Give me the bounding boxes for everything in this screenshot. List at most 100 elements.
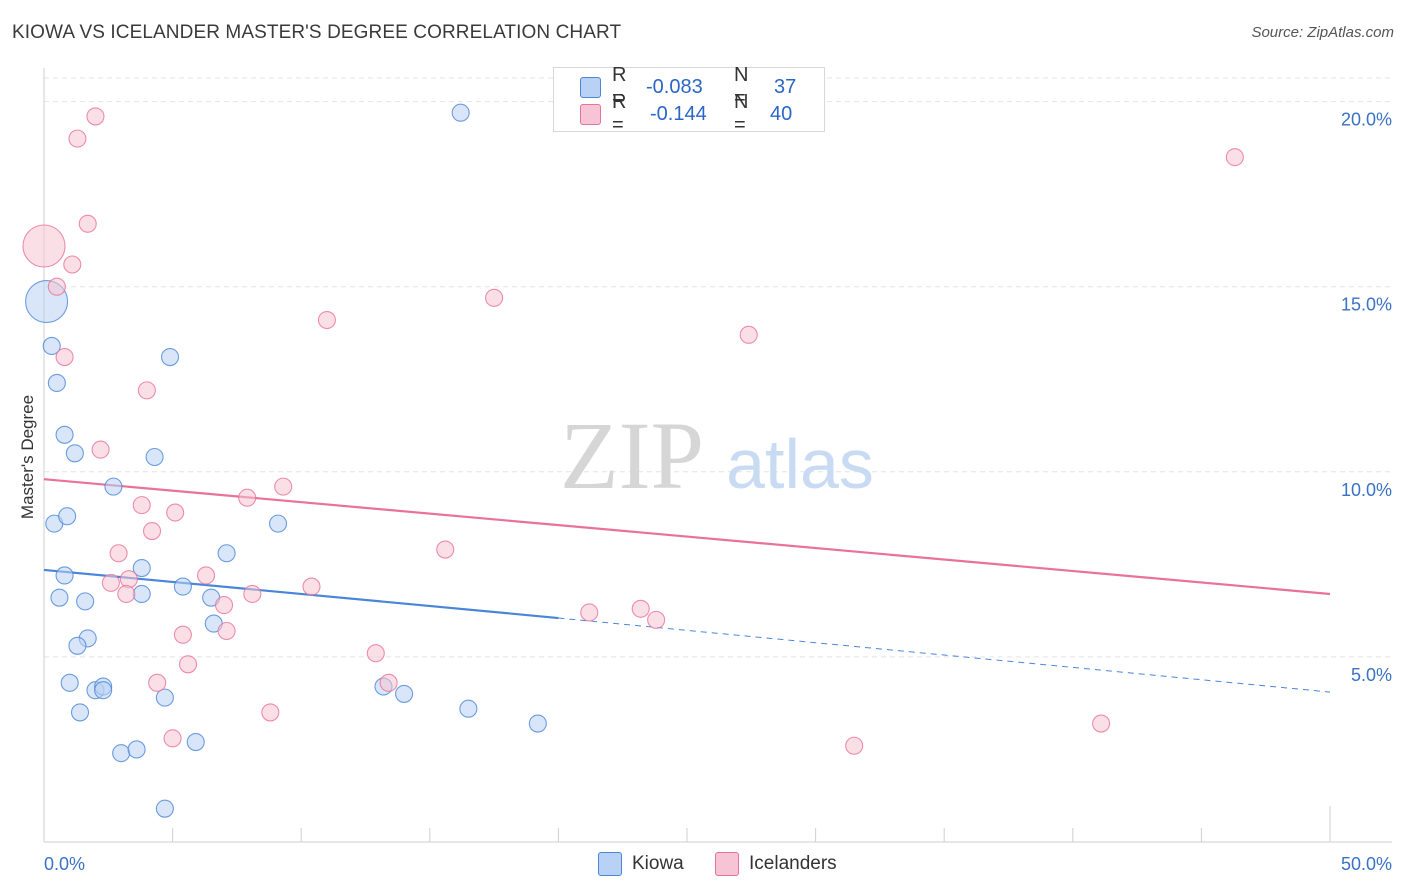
point-icelanders	[78, 214, 97, 233]
point-icelanders	[173, 625, 192, 644]
y-axis-title: Master's Degree	[18, 395, 37, 519]
point-icelanders	[163, 729, 182, 748]
point-icelanders	[68, 129, 87, 148]
point-icelanders	[243, 584, 262, 604]
point-icelanders	[1225, 148, 1244, 167]
point-icelanders	[63, 255, 82, 274]
point-icelanders	[274, 477, 293, 496]
point-kiowa	[58, 507, 77, 526]
point-kiowa	[217, 544, 236, 563]
point-kiowa	[94, 681, 113, 700]
point-icelanders	[317, 310, 336, 330]
point-kiowa	[50, 588, 69, 607]
kiowa-n-label: N =	[734, 64, 749, 109]
point-icelanders	[137, 381, 156, 400]
point-icelanders	[845, 736, 864, 755]
point-icelanders	[91, 440, 110, 459]
stats-box: R = -0.083 N = 37 R = -0.144 N = 40	[553, 64, 825, 136]
point-kiowa	[104, 477, 123, 496]
y-tick-label: 15.0%	[1341, 295, 1392, 315]
kiowa-n-value: 37	[774, 75, 797, 98]
point-kiowa	[65, 444, 84, 463]
point-kiowa	[55, 425, 74, 444]
point-kiowa	[70, 703, 90, 722]
point-kiowa	[132, 584, 151, 604]
axes	[43, 68, 1392, 843]
point-kiowa	[127, 740, 146, 759]
point-icelanders	[580, 603, 599, 622]
point-icelanders	[55, 347, 74, 367]
point-icelanders	[166, 503, 185, 522]
icelanders-n-value: 40	[770, 102, 793, 125]
point-icelanders	[196, 566, 216, 585]
legend-icelanders-label: Icelanders	[749, 853, 837, 874]
x-tick-label-right: 50.0%	[1341, 854, 1392, 874]
icelanders-n-label: N =	[734, 91, 749, 136]
point-kiowa	[269, 514, 288, 533]
point-kiowa	[145, 447, 164, 467]
trend-lines	[43, 478, 1331, 693]
point-kiowa	[451, 103, 470, 122]
watermark-zip: ZIP	[560, 402, 704, 509]
point-kiowa	[155, 799, 174, 818]
point-icelanders	[238, 488, 257, 507]
point-icelanders	[647, 610, 666, 629]
axis-labels: 5.0% 10.0% 15.0% 20.0% 0.0% 50.0% Master's Deg…	[18, 110, 1392, 874]
point-kiowa	[173, 577, 192, 596]
point-icelanders	[1092, 714, 1111, 733]
point-icelanders	[631, 599, 650, 618]
kiowa-r-label: R =	[612, 64, 627, 109]
legend-icelanders[interactable]: Icelanders	[715, 851, 837, 877]
source-label: Source: ZipAtlas.com	[1251, 24, 1394, 41]
point-icelanders	[22, 224, 66, 268]
kiowa-swatch	[580, 77, 601, 98]
point-icelanders	[214, 596, 234, 615]
point-icelanders	[178, 655, 198, 674]
y-tick-label: 20.0%	[1341, 110, 1392, 130]
point-icelanders	[142, 521, 162, 541]
point-kiowa	[42, 336, 61, 355]
point-kiowa	[55, 566, 74, 585]
watermark-atlas: atlas	[726, 425, 874, 503]
legend-icelanders-swatch	[715, 852, 739, 876]
legend-kiowa[interactable]: Kiowa	[598, 851, 684, 877]
data-points	[22, 103, 1244, 818]
y-tick-label: 10.0%	[1341, 480, 1392, 500]
legend-kiowa-label: Kiowa	[632, 853, 684, 874]
point-kiowa	[132, 559, 151, 578]
point-kiowa	[395, 684, 414, 703]
icelanders-swatch	[580, 104, 601, 125]
point-icelanders	[379, 673, 398, 692]
point-icelanders	[739, 325, 758, 344]
point-kiowa	[47, 373, 66, 393]
point-icelanders	[101, 573, 120, 592]
point-icelanders	[261, 703, 280, 722]
point-icelanders	[132, 496, 151, 515]
point-kiowa	[112, 744, 131, 763]
point-icelanders	[117, 584, 136, 604]
point-icelanders	[47, 277, 66, 296]
point-icelanders	[119, 570, 138, 589]
point-kiowa	[76, 592, 95, 611]
point-kiowa	[155, 688, 174, 707]
point-kiowa	[459, 699, 478, 718]
point-icelanders	[86, 107, 105, 126]
point-icelanders	[148, 673, 167, 692]
point-kiowa	[60, 673, 79, 692]
icelanders-r-value: -0.144	[650, 102, 707, 125]
legend-kiowa-swatch	[598, 852, 622, 876]
point-icelanders	[485, 288, 504, 307]
point-icelanders	[436, 540, 455, 559]
trend-line-icelanders	[43, 478, 1331, 596]
chart-title: KIOWA VS ICELANDER MASTER'S DEGREE CORRE…	[12, 22, 622, 43]
x-tick-label-left: 0.0%	[44, 854, 85, 874]
point-icelanders	[109, 544, 128, 563]
y-tick-label: 5.0%	[1351, 665, 1392, 685]
point-kiowa	[186, 732, 205, 752]
trend-line-extension-kiowa	[558, 617, 1331, 693]
point-icelanders	[302, 577, 321, 596]
point-kiowa	[160, 347, 180, 367]
point-kiowa	[528, 714, 547, 733]
point-kiowa	[68, 636, 87, 655]
